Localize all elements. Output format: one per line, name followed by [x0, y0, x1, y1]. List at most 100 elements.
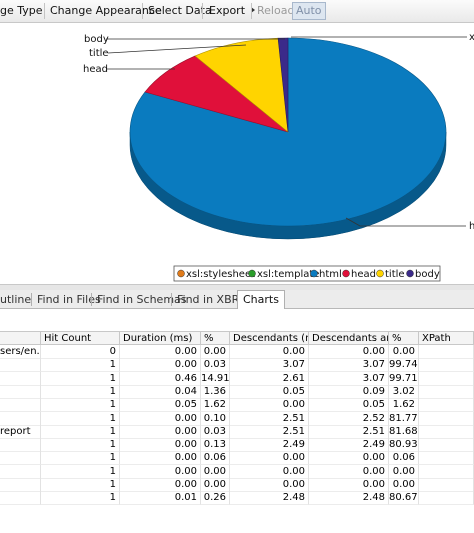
tab-separator	[91, 293, 92, 306]
column-header[interactable]: XPath	[419, 331, 474, 345]
legend-label: title	[385, 269, 405, 280]
table-cell	[419, 464, 474, 479]
toolbar-separator	[142, 3, 143, 19]
table-cell: 0.00	[120, 345, 201, 359]
column-header[interactable]: Descendants (ms)	[230, 331, 309, 345]
table-cell: 1	[41, 384, 120, 399]
table-cell: 2.49	[230, 438, 309, 453]
table-cell: 0.00	[120, 358, 201, 373]
table-cell: 1	[41, 438, 120, 453]
legend-box	[173, 265, 441, 282]
table-cell	[419, 424, 474, 439]
column-header[interactable]	[0, 331, 41, 345]
table-cell: 0.00	[120, 478, 201, 492]
table-cell: 0	[41, 345, 120, 359]
tab[interactable]: utline	[0, 293, 32, 306]
table-cell: 0.05	[120, 398, 201, 413]
column-header[interactable]: Descendants an...	[309, 331, 389, 345]
table-cell: 0.00	[120, 451, 201, 466]
table-cell: 81.77	[389, 411, 419, 426]
table-cell: 0.00	[120, 411, 201, 426]
table-cell: 1	[41, 398, 120, 413]
table-cell	[0, 491, 41, 506]
table-cell: 2.61	[230, 371, 309, 386]
toolbar-separator	[202, 3, 203, 19]
table-cell: 0.00	[230, 478, 309, 492]
table-cell: 2.51	[230, 411, 309, 426]
table-cell: 1	[41, 411, 120, 426]
table-cell: 1	[41, 478, 120, 492]
pie-slice	[194, 37, 289, 133]
table-cell: 0.00	[230, 398, 309, 413]
tab[interactable]: Find in Schemas	[97, 293, 187, 306]
table-cell: 0.01	[120, 491, 201, 506]
table-cell: 0.00	[309, 451, 389, 466]
table-cell: 2.52	[309, 411, 389, 426]
table-cell: 0.00	[309, 345, 389, 359]
toolbar-button[interactable]: Select Data	[148, 4, 212, 17]
tab-bar: utline Find in Files Find in Schemas Find i…	[0, 290, 474, 309]
table-cell	[419, 398, 474, 413]
submenu-arrow	[251, 7, 256, 13]
table-cell	[0, 358, 41, 373]
table-cell: 0.00	[201, 478, 230, 492]
legend-marker	[406, 269, 414, 278]
toolbar-button[interactable]: ge Type	[0, 4, 43, 17]
tab-separator	[31, 293, 32, 306]
table-cell: 3.07	[309, 371, 389, 386]
legend-label: body	[415, 269, 440, 280]
legend-marker	[310, 269, 318, 278]
toolbar-button[interactable]: Auto	[292, 2, 326, 20]
table-cell: 0.09	[309, 384, 389, 399]
table-cell	[419, 345, 474, 359]
table-cell: 1.62	[201, 398, 230, 413]
callout-label: body	[84, 34, 109, 45]
tab-separator	[171, 293, 172, 306]
table-cell	[0, 438, 41, 453]
legend-marker	[376, 269, 384, 278]
table-cell: 2.48	[309, 491, 389, 506]
legend-label: head	[351, 269, 376, 280]
pie-chart: body title head x h xsl:stylesheet xsl:templat…	[83, 32, 474, 282]
table-cell	[419, 371, 474, 386]
table-cell: 0.00	[120, 438, 201, 453]
column-header[interactable]: %	[389, 331, 419, 345]
table-cell: 0.00	[201, 345, 230, 359]
table-cell: 2.51	[309, 424, 389, 439]
table-cell	[419, 358, 474, 373]
table-cell: 3.07	[309, 358, 389, 373]
table-cell: 0.05	[230, 384, 309, 399]
table-cell	[419, 411, 474, 426]
table-cell	[0, 411, 41, 426]
tab[interactable]: Charts	[237, 290, 285, 309]
toolbar-button[interactable]: Change Appearance	[50, 4, 162, 17]
table-cell: 0.00	[309, 464, 389, 479]
column-header[interactable]: Hit Count	[41, 331, 120, 345]
legend-marker	[248, 269, 256, 278]
tab[interactable]: Find in Files	[37, 293, 101, 306]
toolbar-button[interactable]: Reload	[257, 4, 295, 17]
table-cell	[419, 438, 474, 453]
table-cell: 14.91	[201, 371, 230, 386]
table-cell: 2.48	[230, 491, 309, 506]
column-header[interactable]: Duration (ms)	[120, 331, 201, 345]
table-cell: 0.00	[389, 478, 419, 492]
table-cell: 0.00	[230, 464, 309, 479]
callout-label: head	[83, 64, 108, 75]
table-cell: 2.49	[309, 438, 389, 453]
callout-line	[345, 217, 466, 227]
legend-label: xsl:stylesheet	[186, 269, 255, 280]
table-cell	[0, 464, 41, 479]
toolbar-button[interactable]: Export	[209, 4, 257, 17]
column-header[interactable]: %	[201, 331, 230, 345]
table-cell	[0, 478, 41, 492]
pie-slice	[277, 37, 289, 133]
tab[interactable]: Find in XBRL	[177, 293, 246, 306]
table-cell: 0.05	[309, 398, 389, 413]
legend-label: xsl:template	[257, 269, 319, 280]
table-cell: 1	[41, 371, 120, 386]
table-cell: 0.06	[201, 451, 230, 466]
table-cell: 0.03	[201, 358, 230, 373]
table-cell: 99.74	[389, 358, 419, 373]
table-cell: 1	[41, 451, 120, 466]
